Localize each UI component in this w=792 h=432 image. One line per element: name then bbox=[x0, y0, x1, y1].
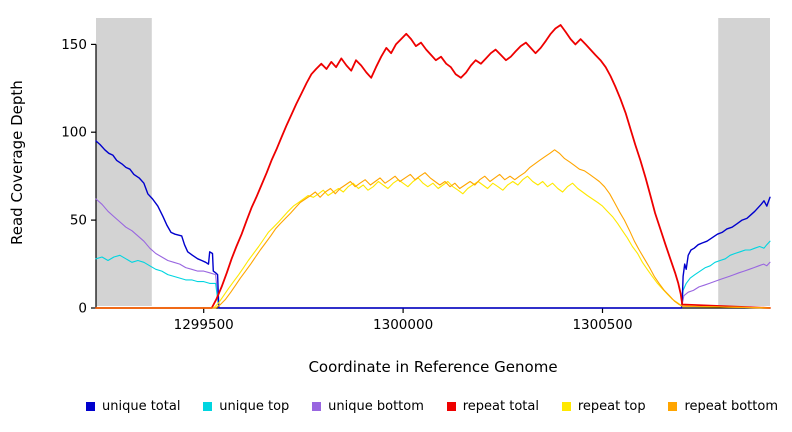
x-tick-label: 1299500 bbox=[174, 317, 234, 333]
plot-area: 1299500 1300000 1300500 0 50 100 150 bbox=[61, 18, 771, 333]
series-unique-bottom bbox=[95, 198, 771, 309]
x-axis-title: Coordinate in Reference Genome bbox=[308, 358, 558, 376]
y-tick-label: 100 bbox=[61, 125, 87, 141]
legend-label: repeat bottom bbox=[684, 399, 778, 414]
legend: unique total unique top unique bottom repea… bbox=[0, 399, 792, 414]
series-repeat-bottom bbox=[95, 149, 771, 309]
y-tick-label: 150 bbox=[61, 37, 87, 53]
legend-item-unique-total: unique total bbox=[86, 399, 180, 414]
legend-item-repeat-total: repeat total bbox=[446, 399, 539, 414]
legend-item-unique-bottom: unique bottom bbox=[312, 399, 424, 414]
y-axis-title: Read Coverage Depth bbox=[8, 80, 26, 246]
legend-item-repeat-top: repeat top bbox=[561, 399, 646, 414]
legend-label: unique total bbox=[102, 399, 181, 414]
shaded-region bbox=[718, 18, 770, 306]
series-unique-total bbox=[95, 140, 771, 309]
y-tick-label: 0 bbox=[78, 301, 87, 317]
legend-swatch-icon bbox=[312, 402, 322, 411]
legend-label: unique bottom bbox=[328, 399, 424, 414]
series-repeat-total bbox=[95, 24, 771, 309]
series-unique-top bbox=[95, 240, 771, 309]
legend-label: repeat total bbox=[462, 399, 539, 414]
legend-item-repeat-bottom: repeat bottom bbox=[668, 399, 778, 414]
legend-item-unique-top: unique top bbox=[203, 399, 289, 414]
legend-swatch-icon bbox=[203, 402, 213, 411]
legend-swatch-icon bbox=[668, 402, 678, 411]
shaded-region bbox=[96, 18, 152, 306]
legend-label: unique top bbox=[219, 399, 290, 414]
legend-swatch-icon bbox=[86, 402, 95, 411]
x-tick-label: 1300000 bbox=[373, 317, 433, 333]
legend-label: repeat top bbox=[577, 399, 646, 414]
legend-swatch-icon bbox=[561, 402, 571, 411]
series-repeat-top bbox=[95, 175, 771, 309]
x-tick-label: 1300500 bbox=[572, 317, 632, 333]
legend-swatch-icon bbox=[446, 402, 456, 411]
y-tick-label: 50 bbox=[70, 213, 87, 229]
